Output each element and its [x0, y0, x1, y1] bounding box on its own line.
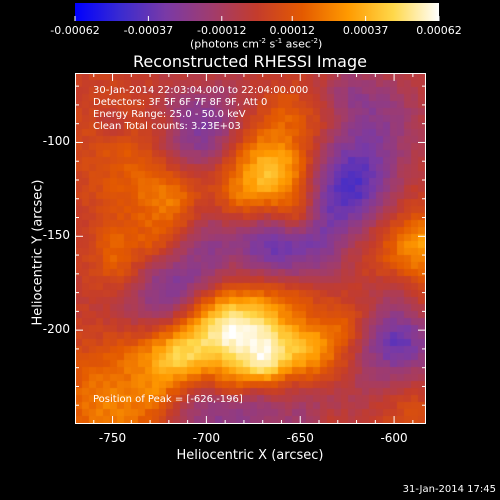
- heatmap-image: [75, 73, 426, 424]
- x-tick-label: -750: [98, 431, 127, 445]
- annotation-line: Energy Range: 25.0 - 50.0 keV: [93, 109, 246, 120]
- colorbar-tick-label: 0.00037: [342, 24, 389, 37]
- footer-timestamp: 31-Jan-2014 17:45: [402, 484, 496, 495]
- annotation-line: Detectors: 3F 5F 6F 7F 8F 9F, Att 0: [93, 97, 268, 108]
- colorbar-gradient: [75, 3, 439, 21]
- annotation-line: Clean Total counts: 3.23E+03: [93, 121, 241, 132]
- colorbar: [74, 3, 440, 21]
- colorbar-tick-label: -0.00012: [197, 24, 247, 37]
- x-tick-label: -700: [192, 431, 220, 445]
- peak-position-label: Position of Peak = [-626,-196]: [93, 394, 243, 405]
- plot-frame: [75, 73, 426, 424]
- colorbar-units: (photons cm-2 s-1 asec-2): [190, 37, 323, 51]
- colorbar-tick-label: 0.00062: [416, 24, 462, 37]
- colorbar-tick-label: -0.00037: [123, 24, 174, 37]
- colorbar-tick-label: -0.00062: [50, 24, 100, 37]
- plot-area: 30-Jan-2014 22:03:04.000 to 22:04:00.000…: [75, 73, 426, 424]
- y-tick-label: -100: [42, 134, 70, 149]
- colorbar-tick-marks: [74, 16, 440, 21]
- y-tick-label: -150: [42, 228, 70, 243]
- x-axis-label: Heliocentric X (arcsec): [176, 448, 324, 463]
- x-tick-label: -600: [380, 431, 408, 445]
- y-axis-label: Heliocentric Y (arcsec): [30, 179, 46, 326]
- x-tick-label: -650: [286, 431, 314, 445]
- annotation-line: 30-Jan-2014 22:03:04.000 to 22:04:00.000: [93, 85, 309, 96]
- colorbar-tick-label: 0.00012: [269, 24, 315, 37]
- chart-title: Reconstructed RHESSI Image: [133, 52, 367, 71]
- y-tick-label: -200: [42, 322, 70, 337]
- plot-axes: [75, 73, 426, 424]
- annotation-block: 30-Jan-2014 22:03:04.000 to 22:04:00.000…: [93, 85, 308, 133]
